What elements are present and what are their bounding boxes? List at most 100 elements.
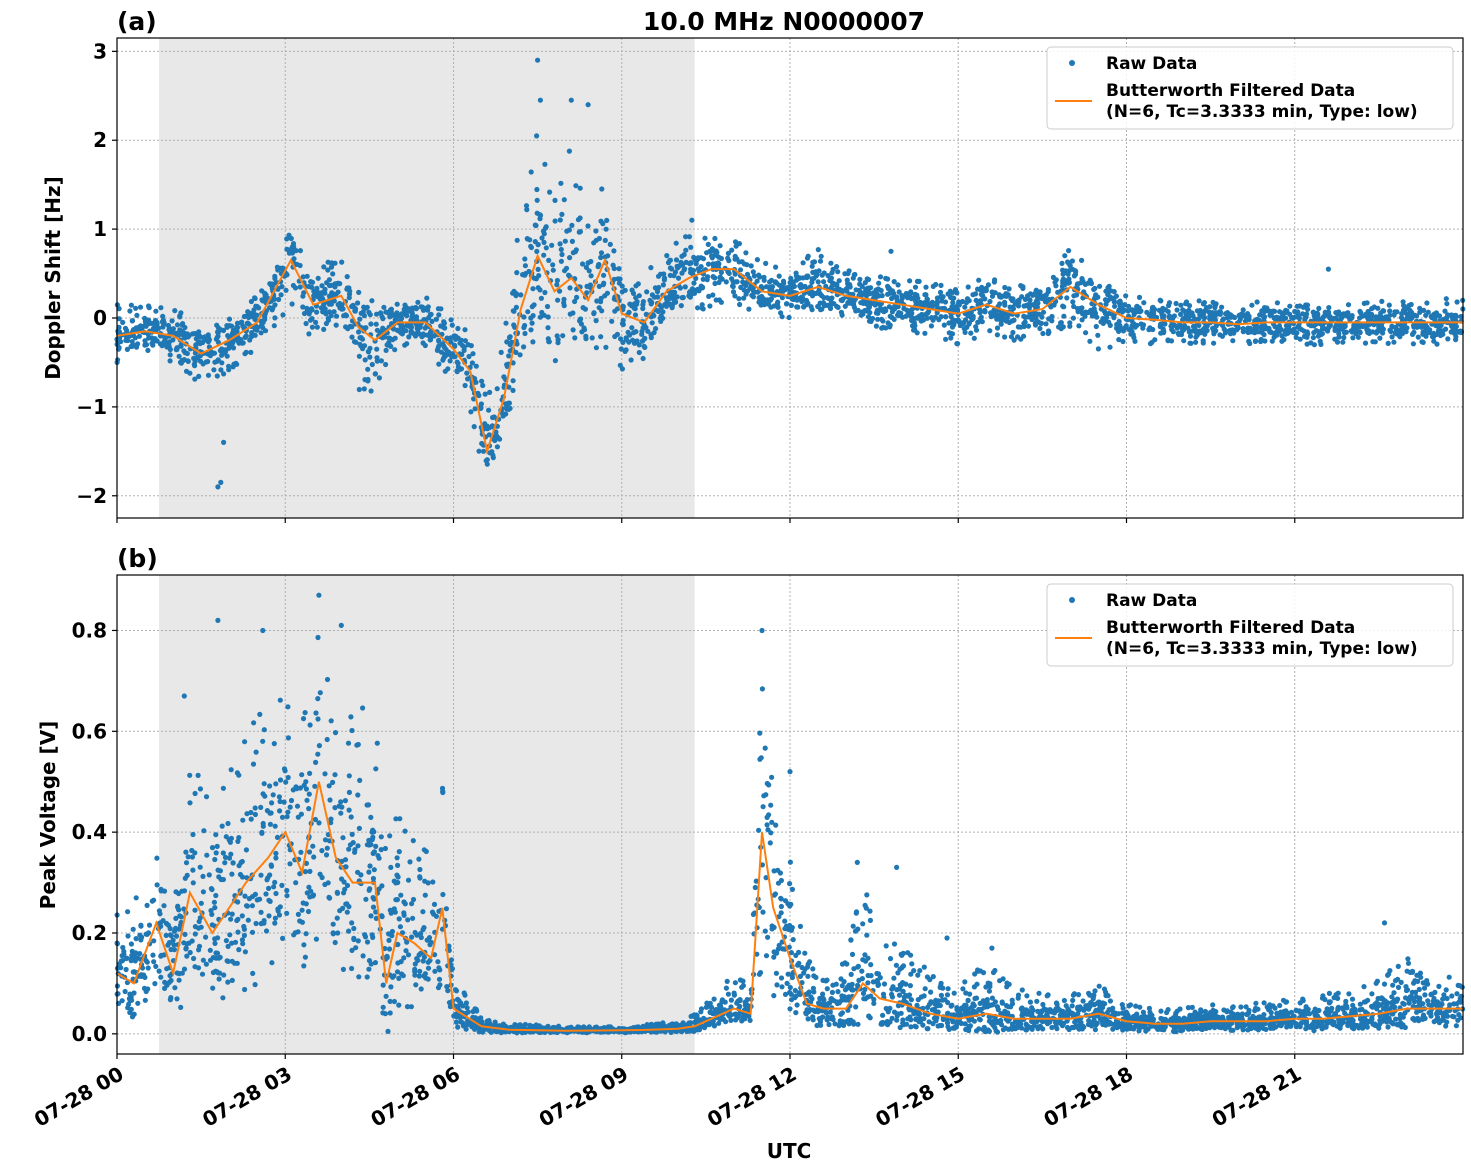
raw-data-point (338, 799, 344, 805)
raw-data-point (973, 297, 979, 303)
raw-data-point (1388, 328, 1394, 335)
raw-data-point (634, 338, 640, 344)
raw-data-point (431, 901, 438, 908)
raw-data-point (1107, 344, 1113, 350)
raw-data-point (170, 937, 176, 943)
raw-data-point (363, 325, 369, 331)
raw-data-point (365, 376, 371, 383)
raw-data-point (360, 953, 366, 959)
raw-data-point (928, 323, 935, 329)
raw-data-point (486, 407, 492, 413)
raw-data-point (1116, 337, 1122, 343)
raw-data-point (1074, 306, 1081, 312)
raw-data-point (315, 751, 321, 757)
raw-data-point (528, 315, 534, 321)
raw-data-point (271, 323, 277, 329)
raw-data-point (249, 330, 255, 336)
raw-data-point (215, 330, 221, 336)
raw-data-point (1421, 307, 1427, 313)
raw-data-point (366, 958, 373, 964)
raw-data-point (272, 920, 278, 926)
raw-data-point (365, 348, 371, 355)
raw-data-point (1037, 289, 1043, 295)
raw-data-point (776, 273, 782, 279)
raw-data-point (614, 306, 621, 312)
raw-data-point (661, 275, 668, 281)
raw-data-point (664, 253, 670, 259)
raw-data-point (142, 997, 148, 1003)
raw-data-point (773, 970, 780, 976)
panel-a-x-ticks (116, 518, 1296, 523)
raw-data-point (461, 990, 467, 996)
raw-data-point (315, 716, 321, 722)
raw-data-point (254, 312, 260, 318)
raw-data-point (705, 261, 712, 267)
raw-data-point (275, 265, 282, 271)
raw-data-point (797, 973, 804, 980)
raw-data-point (248, 816, 254, 822)
raw-data-point (413, 306, 419, 312)
raw-data-point (567, 285, 573, 291)
raw-data-point (823, 283, 829, 289)
panel-a-legend-filtered-params: (N=6, Tc=3.3333 min, Type: low) (1106, 102, 1418, 122)
raw-data-point (374, 358, 380, 364)
raw-data-point (568, 97, 574, 103)
raw-data-point (1066, 276, 1072, 282)
raw-data-point (1401, 302, 1407, 309)
raw-data-point (436, 338, 442, 344)
raw-data-point (537, 212, 543, 218)
raw-data-point (1120, 338, 1126, 345)
raw-data-point (433, 316, 439, 322)
raw-data-point (361, 304, 367, 310)
raw-data-point (1304, 334, 1310, 340)
raw-data-point (239, 319, 245, 325)
raw-data-point (1075, 281, 1081, 287)
raw-data-point (399, 930, 406, 936)
raw-data-point (197, 786, 203, 792)
raw-data-point (480, 448, 487, 454)
raw-data-point (1436, 313, 1443, 319)
raw-data-point (581, 325, 587, 331)
raw-data-point (1302, 317, 1308, 323)
raw-data-point (356, 386, 362, 393)
raw-data-point (225, 943, 231, 950)
raw-data-point (798, 285, 804, 291)
raw-data-point (174, 322, 181, 328)
raw-data-point (599, 186, 605, 192)
raw-data-point (457, 340, 463, 346)
raw-data-point (802, 297, 808, 303)
raw-data-point (602, 254, 608, 260)
raw-data-point (1036, 295, 1042, 301)
raw-data-point (866, 301, 872, 308)
raw-data-point (253, 920, 259, 927)
raw-data-point (172, 308, 178, 314)
raw-data-point (693, 275, 699, 281)
raw-data-point (665, 302, 671, 308)
raw-data-point (896, 289, 902, 295)
raw-data-point (178, 914, 184, 920)
raw-data-point (873, 323, 880, 329)
raw-data-point (511, 322, 517, 328)
raw-data-point (732, 256, 738, 262)
raw-data-point (234, 361, 240, 367)
raw-data-point (972, 995, 978, 1002)
raw-data-point (1069, 258, 1075, 264)
raw-data-point (1033, 315, 1039, 322)
raw-data-point (1186, 303, 1193, 309)
raw-data-point (847, 282, 853, 288)
raw-data-point (1274, 328, 1280, 334)
raw-data-point (601, 280, 607, 286)
raw-data-point (530, 286, 536, 292)
raw-data-point (187, 800, 193, 806)
raw-data-point (950, 300, 956, 306)
raw-data-point (949, 331, 956, 337)
raw-data-point (842, 303, 848, 309)
raw-data-point (416, 856, 422, 862)
raw-data-point (674, 294, 680, 300)
raw-data-point (446, 349, 452, 355)
raw-data-point (290, 241, 297, 247)
raw-data-point (535, 57, 541, 63)
raw-data-point (1417, 305, 1423, 311)
raw-data-point (514, 270, 520, 276)
raw-data-point (774, 301, 781, 307)
